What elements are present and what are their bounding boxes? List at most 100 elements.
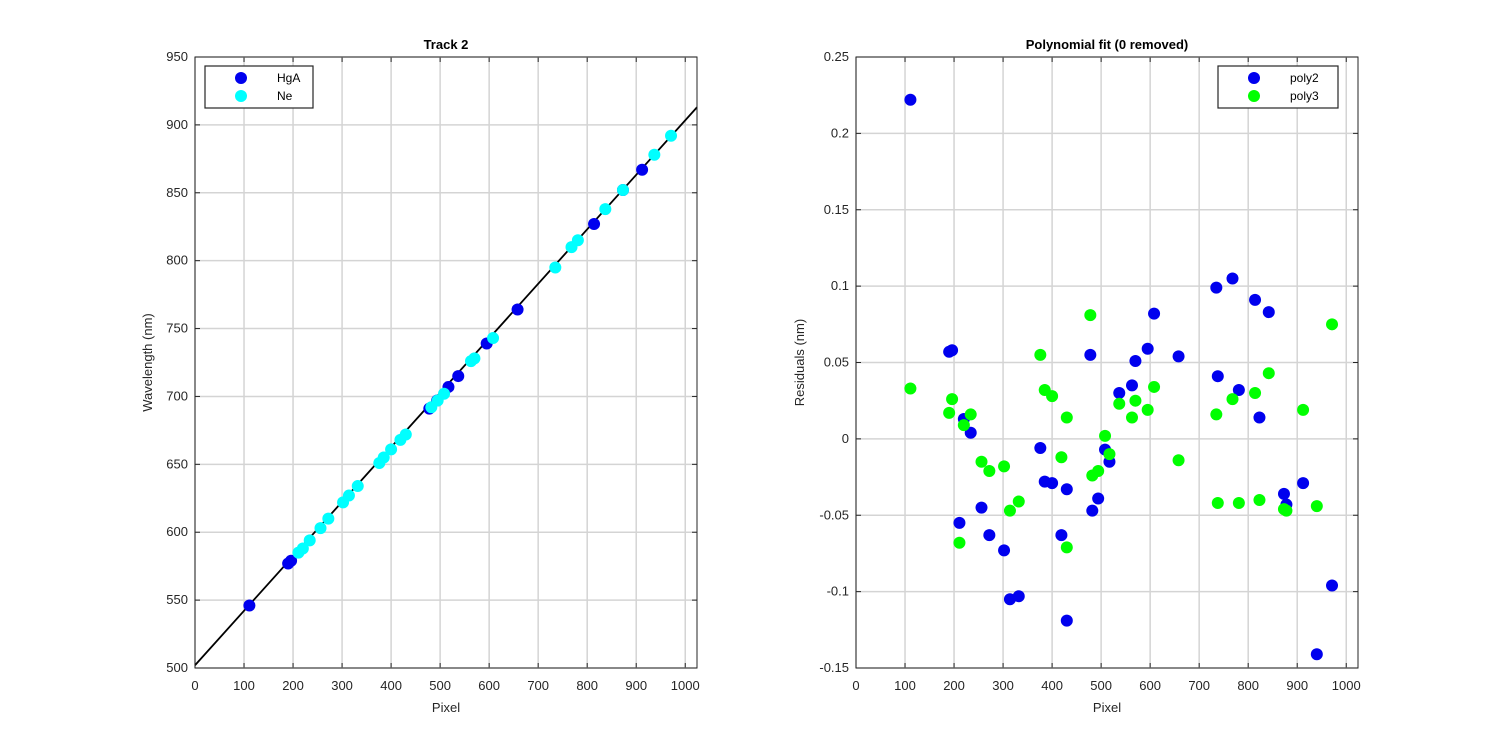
data-point-poly2 <box>1092 492 1105 505</box>
data-point-poly2 <box>1046 477 1059 490</box>
x-tick-label: 100 <box>233 678 255 693</box>
legend-marker-HgA <box>235 72 247 84</box>
x-tick-label: 1000 <box>671 678 700 693</box>
data-point-Ne <box>571 234 584 247</box>
data-point-poly2 <box>975 501 988 514</box>
x-tick-label: 100 <box>894 678 916 693</box>
data-point-Ne <box>385 443 398 456</box>
y-tick-label: 800 <box>166 253 188 268</box>
x-tick-label: 0 <box>191 678 198 693</box>
series-Ne <box>292 129 678 559</box>
legend-label-Ne: Ne <box>277 89 293 103</box>
data-point-HgA <box>285 554 298 567</box>
data-point-Ne <box>616 184 629 197</box>
data-point-Ne <box>648 148 661 161</box>
data-point-poly2 <box>1055 529 1068 542</box>
data-point-poly3 <box>1226 393 1239 406</box>
data-point-poly3 <box>983 464 996 477</box>
data-point-poly2 <box>1060 483 1073 496</box>
y-tick-label: 0.25 <box>824 49 849 64</box>
x-tick-label: 800 <box>1237 678 1259 693</box>
y-tick-label: 0.1 <box>831 278 849 293</box>
data-point-poly3 <box>1046 390 1059 403</box>
data-point-poly3 <box>1003 504 1016 517</box>
data-point-poly3 <box>1211 497 1224 510</box>
legend-marker-poly2 <box>1248 72 1260 84</box>
x-tick-label: 1000 <box>1332 678 1361 693</box>
data-point-poly3 <box>1129 394 1142 407</box>
data-point-Ne <box>314 522 327 535</box>
x-tick-label: 300 <box>992 678 1014 693</box>
series-HgA <box>243 163 649 612</box>
y-tick-label: 0.15 <box>824 202 849 217</box>
data-point-Ne <box>468 352 481 365</box>
data-point-poly3 <box>1232 497 1245 510</box>
series-poly3 <box>904 309 1339 554</box>
series-poly2 <box>904 93 1339 661</box>
y-tick-label: 750 <box>166 321 188 336</box>
axes-box <box>194 56 698 669</box>
legend-label-poly3: poly3 <box>1290 89 1319 103</box>
y-axis-label: Residuals (nm) <box>792 319 807 406</box>
y-tick-label: 950 <box>166 49 188 64</box>
data-point-poly3 <box>1084 309 1097 322</box>
y-tick-label: 550 <box>166 592 188 607</box>
data-point-poly3 <box>1148 380 1161 393</box>
data-point-poly3 <box>1060 411 1073 424</box>
data-point-poly3 <box>1012 495 1025 508</box>
data-point-Ne <box>322 512 335 525</box>
data-point-poly3 <box>964 408 977 421</box>
data-point-poly3 <box>953 536 966 549</box>
data-point-HgA <box>511 303 524 316</box>
x-tick-label: 500 <box>429 678 451 693</box>
data-point-poly3 <box>1297 403 1310 416</box>
y-tick-label: 0.05 <box>824 355 849 370</box>
y-tick-label: 0 <box>842 431 849 446</box>
data-point-Ne <box>296 542 309 555</box>
legend-box <box>204 65 314 109</box>
data-point-poly2 <box>1277 487 1290 500</box>
data-point-poly2 <box>1253 411 1266 424</box>
data-point-Ne <box>487 332 500 345</box>
y-tick-label: 0.2 <box>831 125 849 140</box>
data-point-poly3 <box>1262 367 1275 380</box>
data-point-poly2 <box>1232 383 1245 396</box>
data-point-poly2 <box>998 544 1011 557</box>
data-point-poly2 <box>1310 648 1323 661</box>
data-point-Ne <box>342 489 355 502</box>
x-tick-label: 800 <box>576 678 598 693</box>
data-point-HgA <box>588 218 601 231</box>
data-point-poly2 <box>1012 590 1025 603</box>
data-point-poly2 <box>1084 348 1097 361</box>
data-point-poly3 <box>1092 464 1105 477</box>
plot-area <box>195 57 697 668</box>
data-point-poly2 <box>946 344 959 357</box>
data-point-Ne <box>549 261 562 274</box>
data-point-Ne <box>303 534 316 547</box>
data-point-poly3 <box>943 406 956 419</box>
data-point-HgA <box>636 163 649 176</box>
data-point-poly2 <box>1034 442 1047 455</box>
y-tick-label: -0.05 <box>819 507 849 522</box>
x-tick-label: 500 <box>1090 678 1112 693</box>
legend-marker-poly3 <box>1248 90 1260 102</box>
x-tick-label: 400 <box>380 678 402 693</box>
data-point-Ne <box>351 480 364 493</box>
data-point-poly3 <box>904 382 917 395</box>
data-point-Ne <box>377 451 390 464</box>
x-tick-label: 200 <box>943 678 965 693</box>
x-axis-label: Pixel <box>432 700 460 715</box>
chart-title: Polynomial fit (0 removed) <box>1026 37 1189 52</box>
x-tick-label: 700 <box>1188 678 1210 693</box>
legend-box <box>1217 65 1339 109</box>
data-point-poly3 <box>946 393 959 406</box>
x-tick-label: 200 <box>282 678 304 693</box>
data-point-poly2 <box>904 93 917 106</box>
x-axis-label: Pixel <box>1093 700 1121 715</box>
data-point-Ne <box>665 129 678 142</box>
data-point-poly3 <box>957 419 970 432</box>
data-point-poly3 <box>1326 318 1339 331</box>
data-point-poly2 <box>1210 281 1223 294</box>
data-point-poly3 <box>1113 397 1126 410</box>
x-tick-label: 900 <box>1286 678 1308 693</box>
